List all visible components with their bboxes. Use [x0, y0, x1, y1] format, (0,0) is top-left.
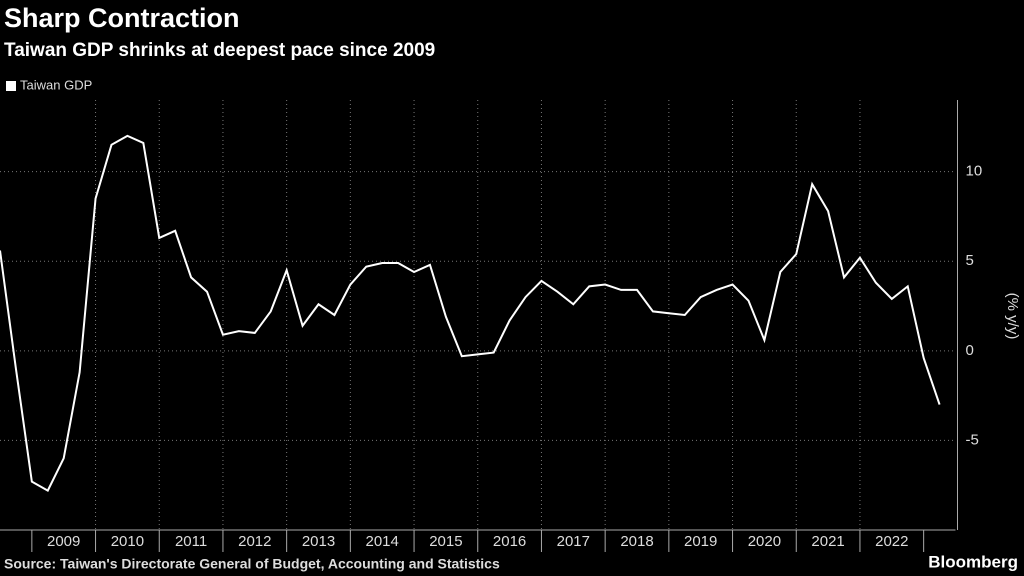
brand: Bloomberg [928, 552, 1018, 571]
y-axis-label: (% y/y) [1004, 293, 1021, 340]
chart-title: Sharp Contraction [4, 3, 240, 33]
line-series [0, 134, 941, 492]
x-tick-label: 2020 [748, 533, 781, 550]
x-tick-label: 2021 [811, 533, 844, 550]
chart-subtitle: Taiwan GDP shrinks at deepest pace since… [4, 40, 435, 61]
x-tick-label: 2012 [238, 533, 271, 550]
x-tick-label: 2017 [557, 533, 590, 550]
x-tick-label: 2011 [175, 533, 207, 550]
x-tick-label: 2015 [429, 533, 462, 550]
x-tick-label: 2019 [684, 533, 717, 550]
x-tick-label: 2009 [47, 533, 80, 550]
y-tick-label: -5 [966, 431, 979, 448]
legend-label: Taiwan GDP [20, 77, 92, 92]
x-tick-label: 2016 [493, 533, 526, 550]
legend-swatch [6, 81, 16, 91]
x-tick-label: 2013 [302, 533, 335, 550]
x-tick-label: 2014 [366, 533, 399, 550]
y-tick-label: 5 [966, 252, 974, 269]
y-tick-label: 0 [966, 342, 974, 359]
y-tick-label: 10 [966, 163, 983, 180]
source: Source: Taiwan's Directorate General of … [4, 556, 500, 572]
x-tick-label: 2010 [111, 533, 144, 550]
x-tick-label: 2018 [620, 533, 653, 550]
x-tick-label: 2022 [875, 533, 908, 550]
